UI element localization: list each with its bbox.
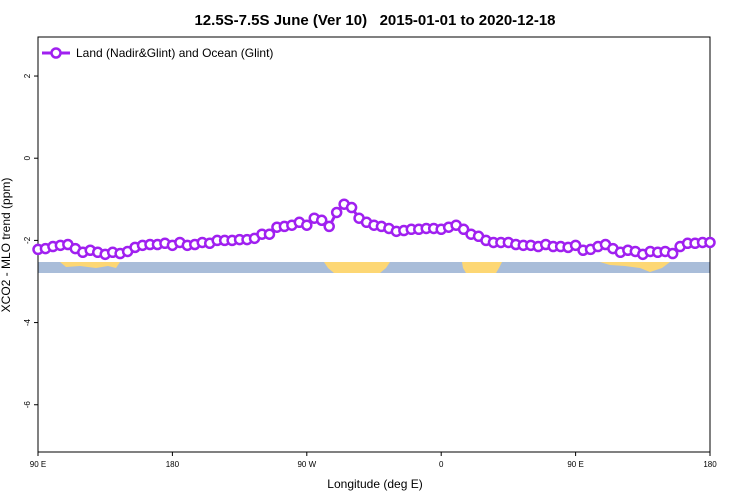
land-ocean-band [38, 262, 710, 273]
point-marker [704, 236, 716, 249]
land-segment [462, 262, 502, 273]
x-tick-label: 0 [439, 460, 444, 469]
legend-label: Land (Nadir&Glint) and Ocean (Glint) [76, 46, 273, 60]
point-marker [345, 201, 358, 214]
legend: Land (Nadir&Glint) and Ocean (Glint) [42, 46, 273, 60]
point-marker [330, 206, 343, 219]
x-tick-label: 90 E [30, 460, 46, 469]
legend-marker [50, 47, 62, 59]
point-marker [323, 220, 335, 233]
y-tick-label: 2 [23, 73, 32, 78]
x-tick-label: 180 [703, 460, 717, 469]
land-segment [600, 262, 670, 272]
point-marker [666, 247, 679, 260]
y-tick-label: 0 [23, 155, 32, 160]
point-marker [569, 239, 582, 252]
y-axis-label: XCO2 - MLO trend (ppm) [0, 178, 13, 313]
point-marker [457, 223, 470, 236]
point-marker [263, 228, 276, 240]
land-segment [60, 262, 120, 268]
point-marker [315, 214, 328, 227]
x-tick-label: 180 [166, 460, 180, 469]
x-axis-label: Longitude (deg E) [327, 477, 422, 491]
point-marker [301, 219, 313, 231]
x-tick-label: 90 W [297, 460, 316, 469]
y-tick-label: -4 [23, 318, 32, 326]
land-segment [324, 262, 390, 273]
y-tick-label: -6 [23, 401, 32, 409]
y-tick-label: -2 [23, 236, 32, 244]
chart-title: 12.5S-7.5S June (Ver 10) 2015-01-01 to 2… [194, 12, 555, 29]
x-tick-label: 90 E [567, 460, 583, 469]
series [32, 198, 716, 261]
